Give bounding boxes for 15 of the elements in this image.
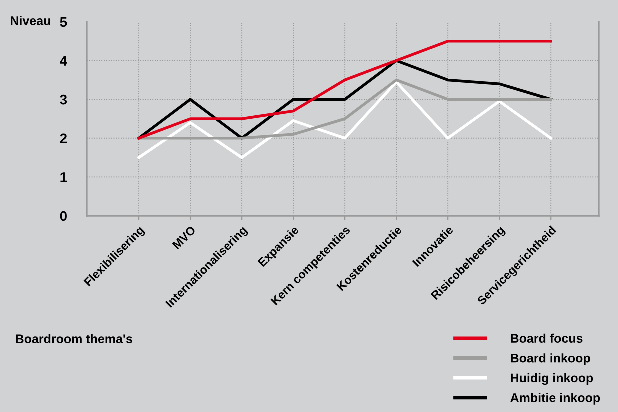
- legend-label: Ambitie inkoop: [510, 393, 600, 405]
- line-series: [138, 40, 552, 140]
- y-tick-label: 3: [60, 94, 68, 105]
- y-tick-label: 1: [60, 172, 68, 182]
- y-tick-label: 5: [60, 17, 68, 28]
- legend-label: Huidig inkoop: [511, 373, 594, 386]
- y-axis-title: Niveau: [11, 16, 50, 26]
- line-series: [138, 80, 552, 160]
- y-tick-label: 4: [60, 56, 68, 66]
- y-tick-label: 0: [60, 211, 67, 222]
- x-axis-title: Boardroom thema's: [16, 334, 132, 344]
- line-series: [138, 59, 552, 140]
- y-tick-label: 2: [60, 134, 67, 144]
- legend-label: Board focus: [511, 334, 583, 344]
- legend-label: Board inkoop: [511, 354, 590, 366]
